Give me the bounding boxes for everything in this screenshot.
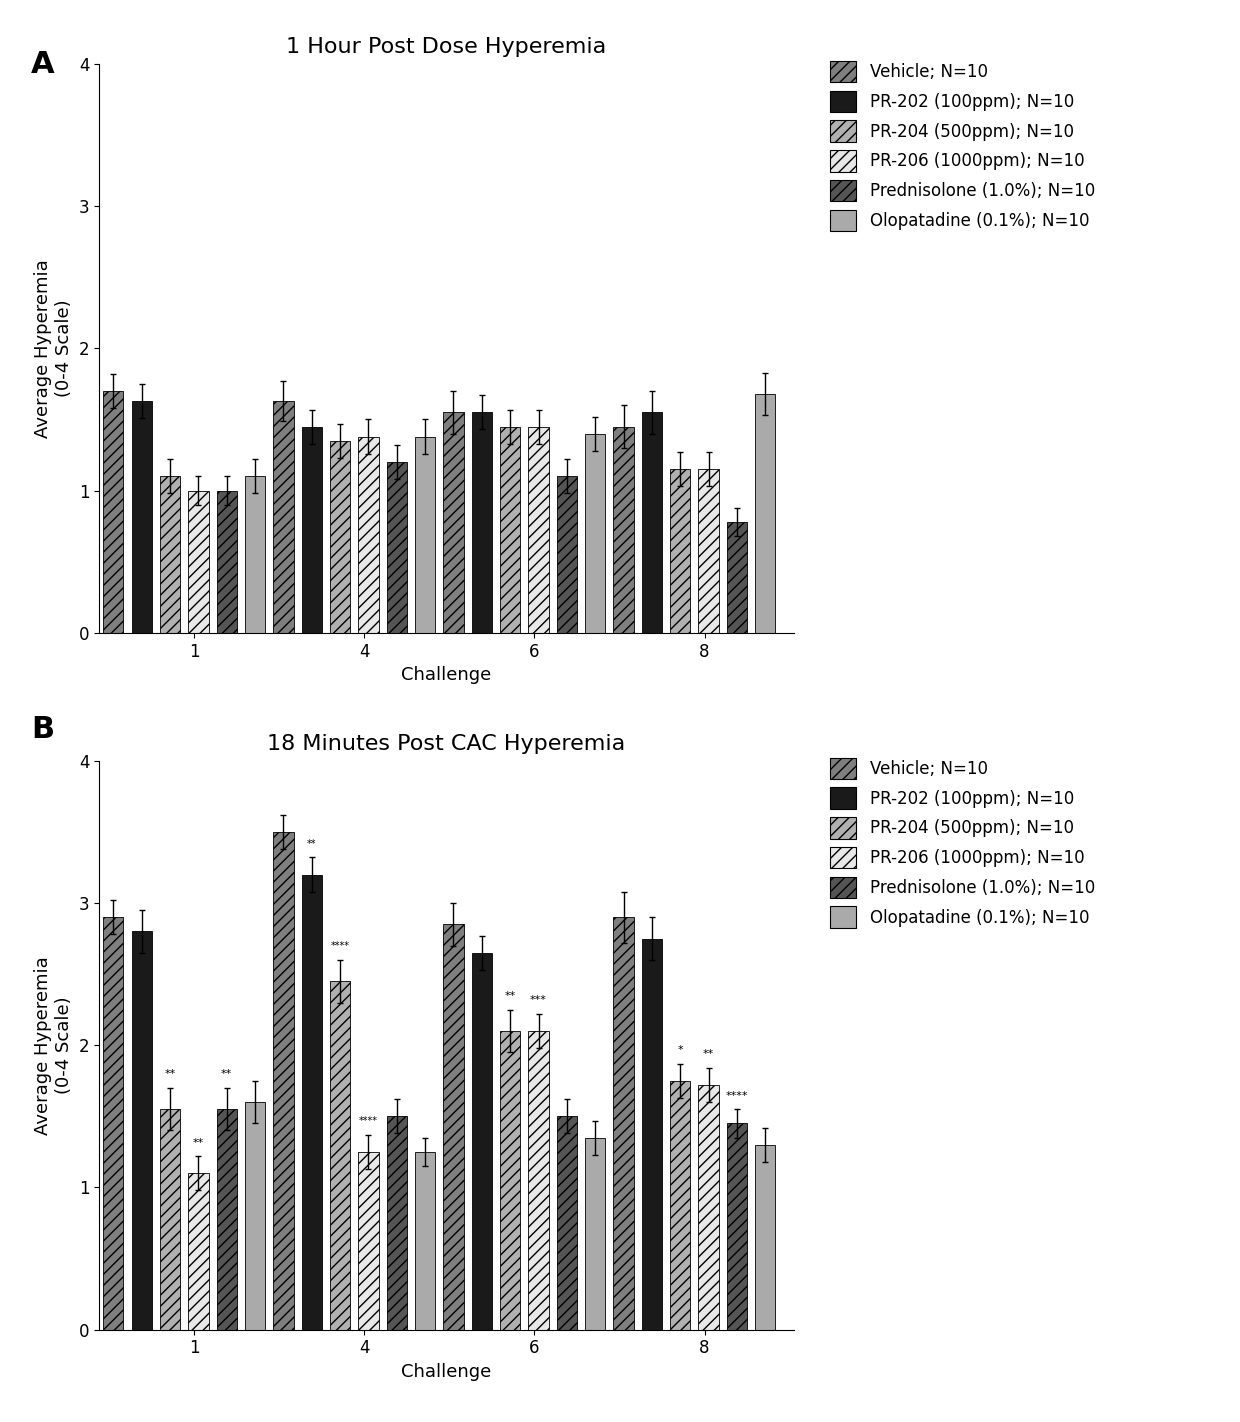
Bar [330, 981, 350, 1330]
Bar [273, 832, 294, 1330]
Bar [698, 469, 719, 633]
Bar [415, 1152, 435, 1330]
Text: *: * [677, 1045, 683, 1055]
Text: ****: **** [358, 1116, 378, 1126]
X-axis label: Challenge: Challenge [402, 1362, 491, 1381]
Bar [160, 1109, 180, 1330]
Bar [217, 1109, 237, 1330]
Bar [642, 939, 662, 1330]
Text: **: ** [308, 839, 316, 849]
Bar [415, 437, 435, 633]
Bar [471, 953, 492, 1330]
Bar [444, 412, 464, 633]
Bar [217, 491, 237, 633]
Bar [528, 427, 548, 633]
Bar [188, 491, 208, 633]
Bar [585, 434, 605, 633]
Text: A: A [31, 50, 55, 78]
Legend: Vehicle; N=10, PR-202 (100ppm); N=10, PR-204 (500ppm); N=10, PR-206 (1000ppm); N: Vehicle; N=10, PR-202 (100ppm); N=10, PR… [830, 61, 1095, 232]
Bar [471, 412, 492, 633]
Text: **: ** [703, 1049, 714, 1059]
Text: **: ** [165, 1069, 176, 1079]
Bar [301, 875, 322, 1330]
Bar [387, 462, 407, 633]
Bar [670, 469, 691, 633]
Bar [273, 401, 294, 633]
Bar [444, 924, 464, 1330]
Text: **: ** [505, 991, 516, 1001]
Bar [246, 476, 265, 633]
Bar [131, 401, 151, 633]
Bar [642, 412, 662, 633]
Bar [131, 931, 151, 1330]
Bar [330, 441, 350, 633]
Y-axis label: Average Hyperemia
(0-4 Scale): Average Hyperemia (0-4 Scale) [35, 956, 73, 1135]
Bar [557, 476, 577, 633]
X-axis label: Challenge: Challenge [402, 665, 491, 684]
Text: B: B [31, 715, 55, 744]
Bar [585, 1138, 605, 1330]
Bar [358, 437, 378, 633]
Text: ****: **** [725, 1091, 748, 1101]
Bar [358, 1152, 378, 1330]
Bar [188, 1173, 208, 1330]
Bar [103, 917, 124, 1330]
Title: 1 Hour Post Dose Hyperemia: 1 Hour Post Dose Hyperemia [286, 37, 606, 57]
Bar [670, 1081, 691, 1330]
Bar [528, 1031, 548, 1330]
Bar [727, 1123, 746, 1330]
Legend: Vehicle; N=10, PR-202 (100ppm); N=10, PR-204 (500ppm); N=10, PR-206 (1000ppm); N: Vehicle; N=10, PR-202 (100ppm); N=10, PR… [830, 758, 1095, 929]
Bar [614, 427, 634, 633]
Text: **: ** [221, 1069, 232, 1079]
Bar [557, 1116, 577, 1330]
Bar [103, 391, 124, 633]
Text: ***: *** [529, 995, 547, 1005]
Bar [614, 917, 634, 1330]
Bar [727, 522, 746, 633]
Bar [387, 1116, 407, 1330]
Bar [500, 1031, 521, 1330]
Bar [500, 427, 521, 633]
Bar [301, 427, 322, 633]
Text: ****: **** [331, 941, 350, 951]
Bar [698, 1085, 719, 1330]
Title: 18 Minutes Post CAC Hyperemia: 18 Minutes Post CAC Hyperemia [268, 734, 625, 754]
Bar [246, 1102, 265, 1330]
Text: **: ** [192, 1138, 205, 1148]
Bar [755, 1145, 775, 1330]
Y-axis label: Average Hyperemia
(0-4 Scale): Average Hyperemia (0-4 Scale) [35, 259, 73, 438]
Bar [755, 394, 775, 633]
Bar [160, 476, 180, 633]
